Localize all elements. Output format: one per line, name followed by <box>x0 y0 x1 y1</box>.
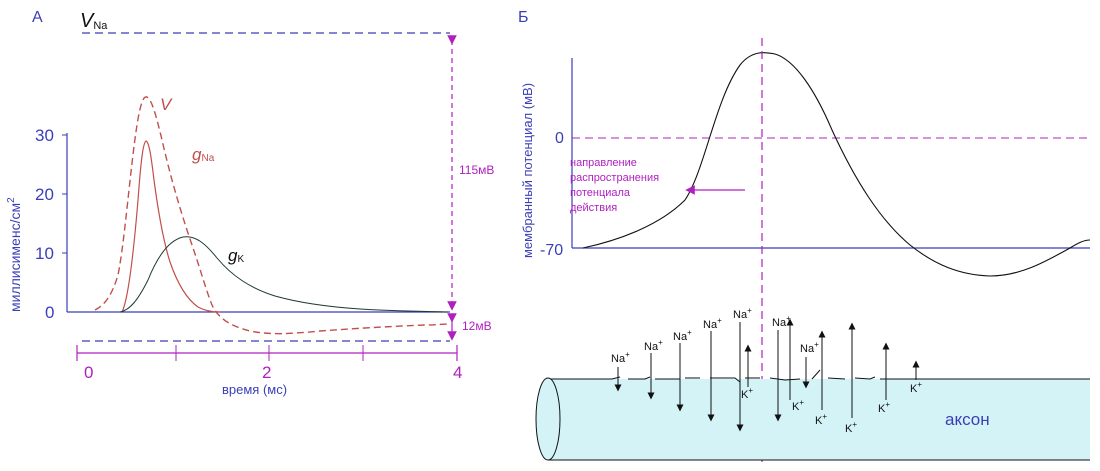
axon-end <box>535 377 561 461</box>
panel-a: А VNa 30 20 10 0 миллисименс/см2 0 2 4 в… <box>6 9 494 397</box>
xtick-4: 4 <box>453 363 462 382</box>
na-label: Na+ <box>644 338 663 353</box>
ytick-0: 0 <box>45 303 54 322</box>
panel-b-label: Б <box>518 9 529 26</box>
vna-label: VNa <box>80 10 108 32</box>
ap-curve <box>582 52 1091 277</box>
na-label: Na+ <box>673 328 692 343</box>
na-label: Na+ <box>772 314 791 329</box>
curve-gk <box>119 236 449 313</box>
k-label: K+ <box>878 400 890 415</box>
ytick-10: 10 <box>35 244 54 263</box>
a-ylabel: миллисименс/см2 <box>6 197 23 312</box>
k-label: K+ <box>741 386 753 401</box>
label-v: V <box>160 95 173 114</box>
a-xlabel: время (мс) <box>222 382 287 397</box>
b-ylabel: мембранный потенциал (мВ) <box>520 83 535 258</box>
na-label: Na+ <box>611 350 630 365</box>
na-label: Na+ <box>800 340 819 355</box>
xtick-2: 2 <box>262 363 271 382</box>
tick-m70: -70 <box>540 242 563 259</box>
curve-gna <box>121 140 221 313</box>
curve-v <box>94 96 449 335</box>
ytick-20: 20 <box>35 185 54 204</box>
panel-b: Б мембранный потенциал (мВ) 0 -70 направ… <box>518 9 1091 462</box>
axon-label: аксон <box>945 410 990 429</box>
k-label: K+ <box>910 380 922 395</box>
label-gna: gNa <box>192 145 215 164</box>
na-label: Na+ <box>703 316 722 331</box>
ytick-30: 30 <box>35 126 54 145</box>
xtick-0: 0 <box>84 363 93 382</box>
k-label: K+ <box>815 412 827 427</box>
prop-text: направление распространения потенциала д… <box>570 157 662 214</box>
na-label: Na+ <box>733 306 752 321</box>
panel-a-label: А <box>32 9 43 26</box>
k-label: K+ <box>845 420 857 435</box>
label-gk: gK <box>228 246 244 265</box>
ann-12: 12мВ <box>462 319 492 333</box>
axon-body <box>548 379 1090 460</box>
ann-115: 115мВ <box>459 163 494 177</box>
k-label: K+ <box>792 398 804 413</box>
tick-0: 0 <box>555 130 564 147</box>
